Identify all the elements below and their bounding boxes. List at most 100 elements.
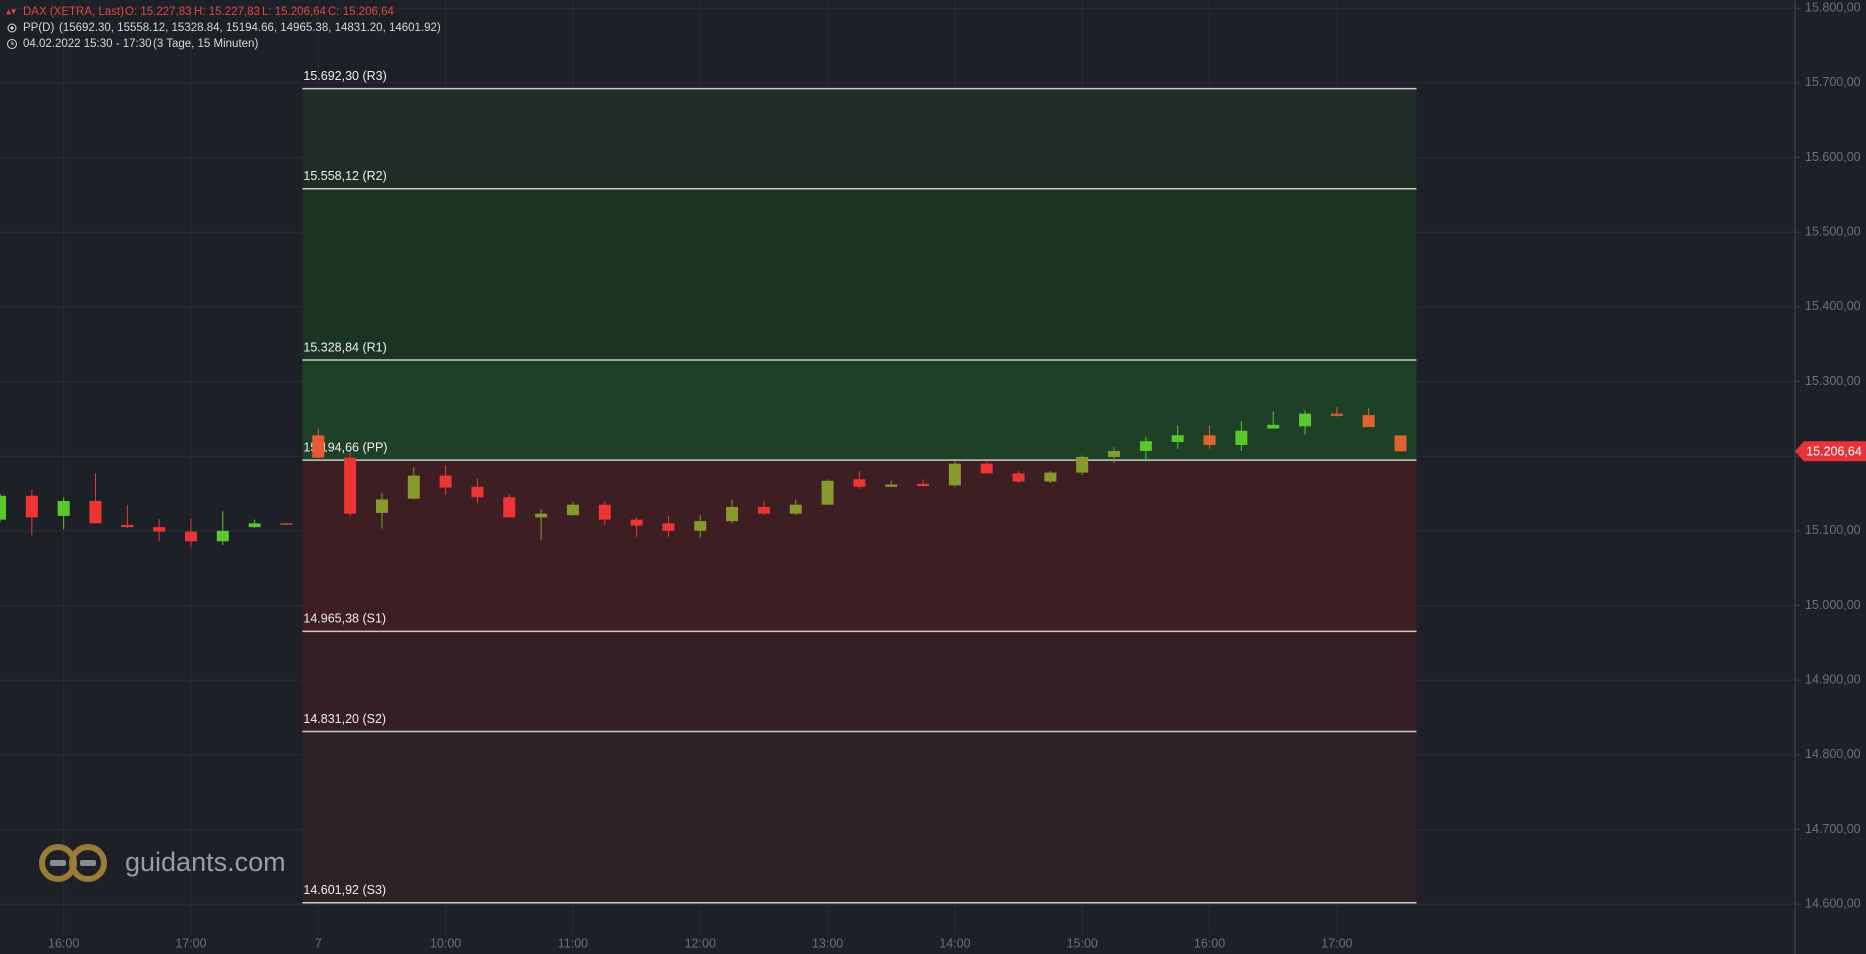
y-tick-label: 15.800,00 <box>1805 1 1861 15</box>
x-tick-label: 14:00 <box>939 936 970 950</box>
header-low: L: 15.206,64 <box>262 6 327 18</box>
candle-body <box>312 435 325 458</box>
candle-body <box>1139 441 1152 451</box>
candle-body <box>1108 450 1121 457</box>
pivot-zone <box>302 88 1417 189</box>
candle-body <box>948 463 961 486</box>
logo-bar <box>50 860 66 866</box>
icon: ▴▾ <box>6 7 16 18</box>
period: 04.02.2022 15:30 - 17:30 <box>23 38 152 50</box>
candle-body <box>0 495 6 520</box>
x-tick-label: 17:00 <box>175 936 206 950</box>
candle-body <box>1299 413 1312 427</box>
candle-body <box>121 524 134 528</box>
candle-body <box>630 519 643 526</box>
header-high: H: 15.227,83 <box>194 6 260 18</box>
y-tick-label: 15.500,00 <box>1805 224 1861 238</box>
candle-body <box>1044 472 1057 482</box>
pivot-zones <box>302 88 1417 903</box>
y-tick-label: 14.800,00 <box>1805 747 1861 761</box>
icon <box>11 41 14 45</box>
x-tick-label: 13:00 <box>812 936 843 950</box>
last-price-label: 15.206,64 <box>1806 445 1862 459</box>
indicator-values: (15692.30, 15558.12, 15328.84, 15194.66,… <box>59 22 441 34</box>
y-tick-label: 15.600,00 <box>1805 150 1861 164</box>
y-tick-label: 15.000,00 <box>1805 598 1861 612</box>
indicator-name: PP(D) <box>23 22 54 34</box>
y-tick-label: 15.700,00 <box>1805 75 1861 89</box>
header-open: O: 15.227,83 <box>125 6 192 18</box>
pivot-zone <box>302 188 1417 360</box>
candle-body <box>248 523 261 528</box>
candle-body <box>1330 413 1343 416</box>
x-tick-label: 11:00 <box>558 936 588 950</box>
logo-ring <box>69 844 107 882</box>
candle-body <box>1267 424 1280 429</box>
pivot-label: 15.194,66 (PP) <box>303 440 387 454</box>
candle-body <box>407 475 420 499</box>
pivot-label: 15.328,84 (R1) <box>303 340 386 354</box>
watermark-text: guidants.com <box>125 847 286 877</box>
header: ▴▾ DAX (XETRA, Last) O: 15.227,83 H: 15.… <box>6 6 441 50</box>
candle-body <box>535 513 548 518</box>
icon <box>10 26 14 30</box>
candle-body <box>917 483 930 487</box>
plot: 15.692,30 (R3) 15.558,12 (R2) 15.328,84 (R… <box>0 69 1417 904</box>
pivot-zone <box>302 731 1417 903</box>
candle-body <box>153 527 166 532</box>
y-tick-label: 14.600,00 <box>1805 896 1861 910</box>
candle-body <box>1235 430 1248 445</box>
x-tick-label: 7 <box>315 936 322 950</box>
candle-body <box>184 531 197 542</box>
pivot-label: 15.558,12 (R2) <box>303 169 386 183</box>
candle-body <box>853 479 866 487</box>
pivot-zone <box>302 631 1417 732</box>
y-tick-label: 14.700,00 <box>1805 822 1861 836</box>
x-tick-label: 10:00 <box>430 936 461 950</box>
candle-body <box>757 506 770 514</box>
x-tick-label: 15:00 <box>1067 936 1098 950</box>
candle-body <box>726 506 739 522</box>
pivot-label: 14.601,92 (S3) <box>303 883 386 897</box>
y-tick-label: 14.900,00 <box>1805 672 1861 686</box>
pivot-zone <box>302 359 1417 461</box>
candle-body <box>789 504 802 514</box>
y-tick-label: 15.400,00 <box>1805 299 1861 313</box>
candle-body <box>375 499 388 513</box>
candle-body <box>1012 473 1025 482</box>
candle-body <box>1076 456 1089 473</box>
candle-body <box>216 530 229 542</box>
candle-body <box>1394 435 1407 452</box>
x-tick-label: 12:00 <box>685 936 716 950</box>
candle-body <box>1362 415 1375 428</box>
pivot-label: 14.965,38 (S1) <box>303 612 386 626</box>
candle-body <box>25 495 38 518</box>
candle-body <box>821 480 834 505</box>
last-price-tag <box>1795 441 1866 462</box>
candle-body <box>57 500 70 516</box>
period-note: (3 Tage, 15 Minuten) <box>153 38 258 50</box>
pivot-label: 14.831,20 (S2) <box>303 712 386 726</box>
candle-body <box>980 463 993 474</box>
header-title: DAX (XETRA, Last) <box>23 6 124 18</box>
logo-bar <box>80 860 96 866</box>
candle-body <box>280 523 293 525</box>
candle-body <box>885 484 898 487</box>
candle-body <box>1203 435 1216 445</box>
x-tick-label: 16:00 <box>1194 936 1225 950</box>
header-close: C: 15.206,64 <box>328 6 394 18</box>
candle-body <box>598 504 611 520</box>
candle-body <box>439 475 452 488</box>
candle-body <box>1171 435 1184 442</box>
watermark: guidants.com <box>39 844 286 882</box>
x-tick-label: 17:00 <box>1321 936 1352 950</box>
candle-body <box>566 504 579 516</box>
pivot-label: 15.692,30 (R3) <box>303 69 386 83</box>
y-tick-label: 15.100,00 <box>1805 523 1861 537</box>
candle-body <box>471 486 484 498</box>
candle-body <box>89 500 102 524</box>
candle-body <box>662 523 675 531</box>
x-tick-label: 16:00 <box>48 936 79 950</box>
